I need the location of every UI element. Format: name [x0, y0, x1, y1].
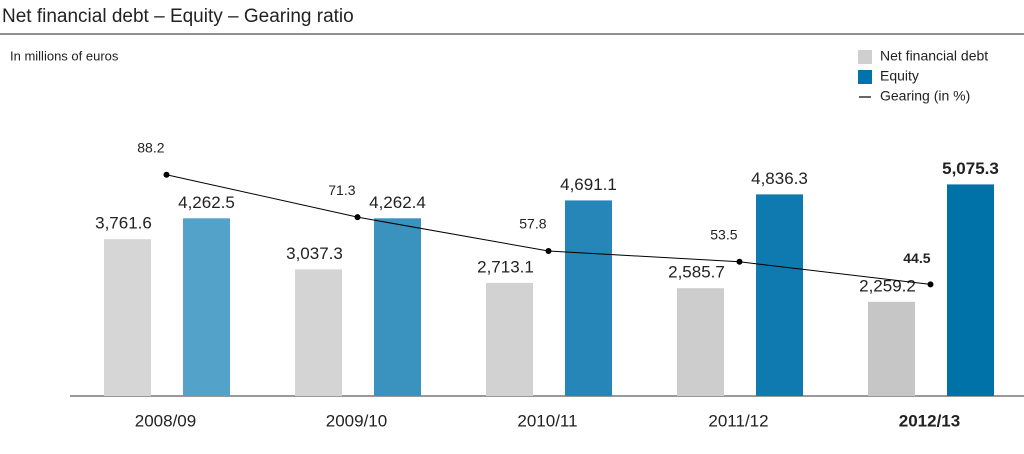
- legend-swatch: [858, 50, 872, 64]
- bar: [947, 184, 994, 396]
- value-label: 4,691.1: [560, 175, 617, 194]
- value-label: 4,836.3: [751, 169, 808, 188]
- legend-swatch: [858, 70, 872, 84]
- line-point: [163, 171, 170, 178]
- line-value-label: 57.8: [519, 216, 546, 232]
- x-tick-label: 2012/13: [899, 411, 960, 430]
- bar: [565, 200, 612, 396]
- value-label: 2,585.7: [668, 263, 725, 282]
- x-tick-label: 2010/11: [517, 411, 577, 430]
- line-point: [354, 214, 361, 221]
- value-label: 4,262.5: [178, 193, 235, 212]
- bar: [677, 288, 724, 396]
- line-point: [927, 281, 934, 288]
- x-tick-label: 2008/09: [135, 411, 196, 430]
- legend-label: Net financial debt: [880, 48, 988, 64]
- line-point: [736, 258, 743, 265]
- line-value-label: 53.5: [710, 226, 737, 242]
- value-label: 2,713.1: [477, 257, 534, 276]
- bar: [868, 301, 915, 396]
- value-label: 5,075.3: [942, 159, 999, 178]
- bar: [756, 194, 803, 396]
- value-label: 4,262.4: [369, 193, 426, 212]
- line-value-label: 71.3: [328, 182, 355, 198]
- bar: [183, 218, 230, 396]
- subtitle: In millions of euros: [10, 48, 119, 63]
- line-value-label: 44.5: [903, 250, 930, 266]
- bar: [295, 269, 342, 396]
- line-point: [545, 248, 552, 255]
- bar: [374, 218, 421, 396]
- legend-label: Gearing (in %): [880, 88, 970, 104]
- value-label: 3,761.6: [95, 214, 152, 233]
- x-tick-label: 2011/12: [708, 411, 768, 430]
- bar: [486, 282, 533, 396]
- x-tick-label: 2009/10: [326, 411, 387, 430]
- line: [166, 174, 931, 285]
- legend-label: Equity: [880, 68, 919, 84]
- line-value-label: 88.2: [137, 139, 164, 155]
- bar: [104, 239, 151, 396]
- chart-title: Net financial debt – Equity – Gearing ra…: [2, 6, 354, 27]
- value-label: 3,037.3: [286, 244, 343, 263]
